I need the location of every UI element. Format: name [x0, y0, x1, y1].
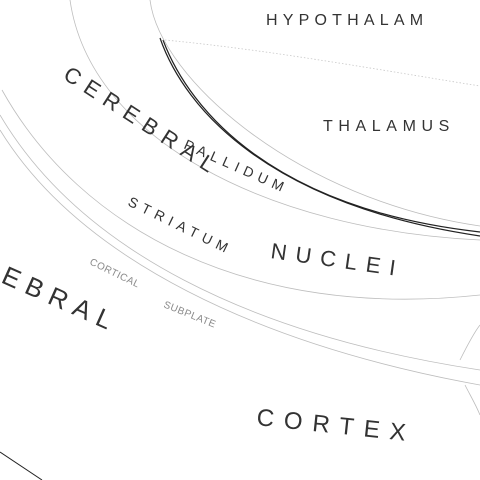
label-hypothalamus: HYPOTHALAM	[266, 12, 428, 29]
label-subplate: SUBPLATE	[162, 300, 218, 331]
label-striatum: STRIATUM	[126, 193, 236, 258]
label-cerebral-upper: CEREBRAL	[59, 61, 226, 181]
thalamus-boundary-outer	[159, 37, 480, 237]
label-nuclei: NUCLEI	[269, 238, 406, 282]
striatum-boundary	[1, 89, 480, 300]
pallidum-boundary	[69, 0, 480, 241]
label-cortex: CORTEX	[255, 404, 417, 448]
label-cortical: CORTICAL	[88, 257, 142, 291]
label-thalamus: THALAMUS	[323, 118, 455, 135]
thalamus-boundary-inner	[162, 39, 480, 233]
bottom-left-line	[0, 451, 43, 480]
cortical-subplate-boundary-a	[0, 129, 480, 386]
cortical-subplate-boundary-b	[459, 324, 480, 361]
cortex-boundary-tail	[464, 384, 480, 416]
top-arc-boundary	[149, 0, 480, 227]
cerebral-nuclei-boundary	[0, 114, 480, 371]
hypothalamus-dotted-boundary	[164, 39, 480, 87]
